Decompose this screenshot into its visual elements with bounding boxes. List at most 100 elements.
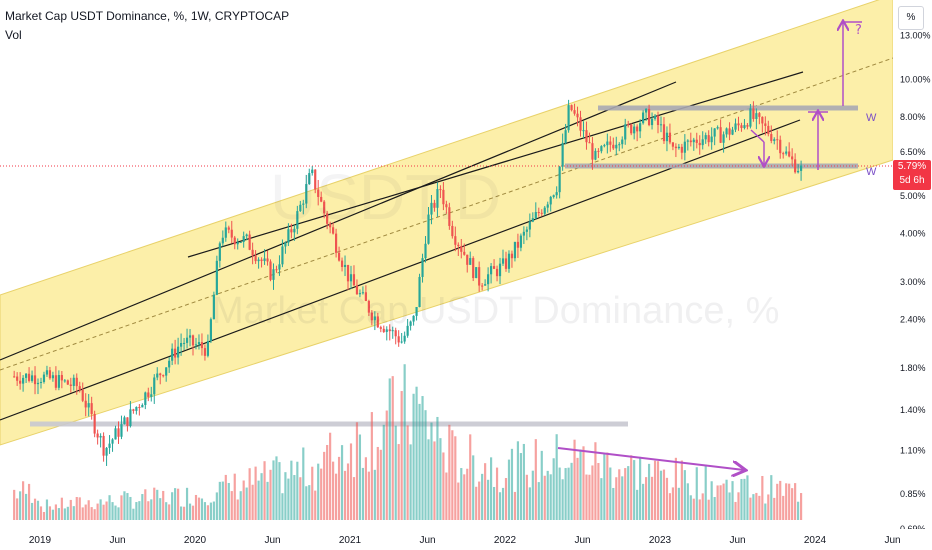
volume-bar [230,491,233,520]
candle-body [615,144,618,149]
volume-bar [120,495,123,520]
volume-bar [442,452,445,520]
candle-body [662,124,666,142]
x-tick-label: 2023 [649,535,672,546]
candle-body [340,260,344,267]
candle-body [215,260,218,295]
volume-bar [135,502,138,520]
volume-bar [755,492,758,520]
volume-bar [537,482,540,520]
candle-body [668,132,672,143]
volume-bar [719,485,722,520]
volume-bar [689,495,692,520]
chart-title[interactable]: Market Cap USDT Dominance, %, 1W, CRYPTO… [5,9,290,23]
candle-body [642,112,645,124]
volume-bar [558,467,561,520]
candle-body [379,327,382,329]
percent-scale-button[interactable]: % [898,6,924,30]
y-tick-label: 4.00% [900,229,926,239]
candle-body [308,173,311,185]
volume-bar [633,460,636,520]
candle-body [546,204,549,208]
candle-body [236,242,239,245]
volume-bar [54,504,57,520]
y-tick-label: 2.40% [900,314,926,324]
candle-body [436,189,439,208]
x-tick-label: 2020 [184,535,207,546]
volume-bar [212,501,215,520]
volume-bar [22,481,25,520]
volume-bar [507,459,511,520]
volume-bar [278,462,281,520]
volume-bar [665,477,669,520]
volume-bar [364,457,367,520]
y-tick-label: 8.00% [900,112,926,122]
volume-bar [579,449,582,520]
candle-body [385,329,388,332]
volume-indicator-label[interactable]: Vol [5,28,22,42]
candle-body [603,145,606,147]
candle-body [141,404,144,408]
candle-body [22,377,25,384]
candle-body [597,150,600,152]
candle-body [81,389,84,401]
volume-bar [454,436,457,520]
volume-bar [317,463,320,520]
volume-bar [469,434,472,520]
y-tick-label: 6.50% [900,147,926,157]
candle-body [197,342,201,345]
volume-bar [627,466,630,520]
volume-bar [323,451,326,520]
volume-bar [567,467,570,520]
volume-bar [13,489,16,520]
volume-bar [162,490,165,520]
volume-bar [403,364,406,520]
candle-body [659,124,663,126]
volume-bar [45,499,49,520]
candle-body [764,123,767,126]
candle-body [370,312,373,321]
candle-body [239,242,242,244]
volume-bar [591,465,594,520]
volume-bar [382,424,385,520]
candle-body [481,285,484,287]
candle-body [794,159,797,173]
candle-body [165,367,168,376]
candle-body [394,330,397,337]
candle-body [320,196,323,202]
volume-bar [770,475,773,520]
candle-body [290,229,293,233]
candle-body [457,244,460,247]
candle-body [513,241,517,259]
candle-body [168,360,171,368]
candle-body [671,142,675,147]
last-price-tag: 5.79% 5d 6h [893,160,931,190]
volume-bar [495,467,499,520]
volume-bar [248,468,251,520]
candle-body [734,123,737,130]
candle-body [182,342,186,344]
volume-bar [740,478,743,520]
candle-body [78,386,81,390]
volume-bar [352,477,356,520]
volume-bar [397,444,400,520]
down-arrow-tail [750,129,765,143]
bar-countdown: 5d 6h [899,175,925,186]
candle-body [746,125,749,127]
candle-body [171,348,174,361]
candle-body [704,135,707,140]
time-axis-background [0,529,932,550]
candle-body [644,108,648,113]
volume-bar [695,467,698,520]
candle-body [346,264,350,282]
volume-bar [296,461,299,520]
candle-body [230,229,233,238]
volume-bar [87,500,90,520]
candle-body [281,246,284,265]
y-tick-label: 3.00% [900,277,926,287]
volume-bar [489,457,493,520]
candle-body [245,234,248,237]
volume-bar [19,491,22,520]
volume-bar [570,462,573,520]
